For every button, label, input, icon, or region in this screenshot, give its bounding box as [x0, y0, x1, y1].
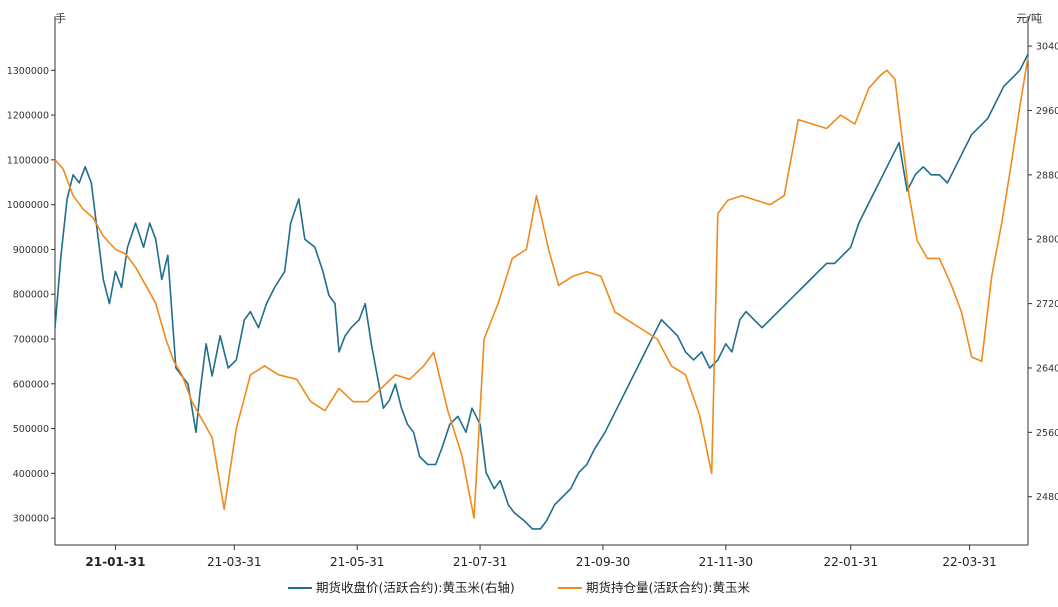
left-tick-label: 1200000 [7, 111, 49, 122]
legend: 期货收盘价(活跃合约):黄玉米(右轴) 期货持仓量(活跃合约):黄玉米 [288, 580, 750, 595]
open-interest-series-line [54, 56, 1029, 519]
right-tick-label: 2640 [1036, 363, 1058, 374]
left-tick-label: 1300000 [7, 66, 49, 77]
legend-label-price: 期货收盘价(活跃合约):黄玉米(右轴) [316, 580, 515, 595]
x-tick-label: 21-01-31 [85, 555, 145, 569]
left-tick-label: 600000 [13, 379, 49, 390]
right-tick-label: 3040 [1036, 42, 1058, 53]
left-tick-label: 500000 [13, 424, 49, 435]
x-tick-label: 21-05-31 [330, 555, 384, 569]
right-tick-label: 2560 [1036, 428, 1058, 439]
left-tick-label: 700000 [13, 335, 49, 346]
left-tick-label: 1100000 [7, 155, 49, 166]
x-tick-label: 21-03-31 [207, 555, 261, 569]
x-tick-label: 22-01-31 [823, 555, 877, 569]
right-axis-unit: 元/吨 [1016, 12, 1042, 25]
price-series-line [54, 53, 1029, 530]
left-axis-unit: 手 [55, 11, 66, 25]
left-tick-label: 300000 [13, 514, 49, 525]
x-tick-label: 21-11-30 [699, 555, 753, 569]
right-tick-label: 2880 [1036, 170, 1058, 181]
x-tick-label: 21-07-31 [453, 555, 507, 569]
x-tick-label: 21-09-30 [576, 555, 630, 569]
left-tick-label: 1000000 [7, 200, 49, 211]
left-tick-label: 800000 [13, 290, 49, 301]
right-tick-label: 2960 [1036, 106, 1058, 117]
axes-layer: 手 元/吨 300000 400000 500000 600000 700000 800000… [7, 11, 1058, 569]
x-tick-label: 22-03-31 [942, 555, 996, 569]
right-tick-label: 2480 [1036, 492, 1058, 503]
left-tick-label: 400000 [13, 469, 49, 480]
left-tick-label: 900000 [13, 245, 49, 256]
right-tick-label: 2800 [1036, 235, 1058, 246]
series-layer [54, 53, 1029, 530]
right-tick-label: 2720 [1036, 299, 1058, 310]
legend-label-open-interest: 期货持仓量(活跃合约):黄玉米 [586, 580, 750, 595]
